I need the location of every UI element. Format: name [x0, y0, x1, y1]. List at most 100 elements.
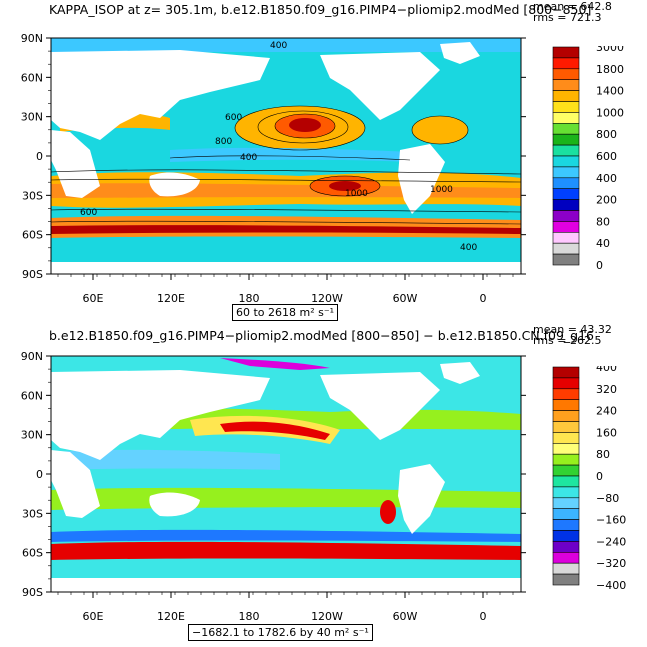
land-greenland	[440, 42, 480, 64]
colorbar-label: −240	[596, 535, 626, 548]
land-south-america	[398, 144, 445, 214]
circumpolar-core	[51, 225, 521, 234]
colorbar-label: 0	[596, 259, 603, 270]
lat-label: 60N	[21, 389, 43, 402]
lon-label: 120E	[157, 292, 185, 305]
colorbar-label: 200	[596, 194, 617, 207]
lon-label: 120E	[157, 610, 185, 620]
panel-2-axes: 90N 60N 30N 0 30S 60S 90S 60E 120E 180 120W 60W 0	[21, 350, 526, 620]
lon-label: 60E	[83, 292, 104, 305]
equatorial-low	[170, 147, 410, 162]
colorbar-swatch	[552, 377, 580, 390]
contour-label-group: 400 600 800 400 1000 1000 600 400	[80, 41, 477, 253]
contour-lines	[51, 105, 521, 225]
colorbar-label: 400	[596, 366, 617, 374]
lon-label: 120W	[311, 292, 343, 305]
contour-label: 600	[80, 208, 97, 218]
lon-label: 60W	[393, 292, 418, 305]
colorbar-swatch	[552, 199, 580, 211]
panel-2-title: b.e12.B1850.f09_g16.PIMP4−pliomip2.modMe…	[49, 328, 595, 343]
lon-label: 180	[239, 292, 260, 305]
north-pacific-max	[289, 118, 321, 132]
colorbar-swatch	[552, 155, 580, 168]
colorbar-swatch	[552, 541, 580, 553]
arctic-anomaly	[220, 358, 330, 370]
colorbar-swatch	[552, 432, 580, 444]
lat-label: 90S	[22, 586, 43, 599]
colorbar-swatch	[552, 410, 580, 422]
colorbar-swatch	[552, 464, 580, 477]
panel-2-colorbar: 400 320 240 160 80 0 −80 −160 −240 −320 −400	[552, 366, 626, 590]
colorbar-swatch	[552, 221, 580, 233]
lat-label: 0	[36, 468, 43, 481]
colorbar-swatch	[552, 210, 580, 222]
colorbar-swatch	[552, 388, 580, 400]
colorbar-swatch	[552, 68, 580, 80]
colorbar-swatch	[552, 573, 580, 586]
colorbar-label: −320	[596, 557, 626, 570]
contour-label: 400	[240, 153, 257, 163]
lat-label: 60N	[21, 71, 43, 84]
colorbar-swatch	[552, 443, 580, 455]
colorbar-label: 600	[596, 150, 617, 163]
lat-label: 90N	[21, 350, 43, 363]
colorbar-swatch	[552, 133, 580, 146]
lat-label: 90N	[21, 32, 43, 45]
lat-label: 30S	[22, 189, 43, 202]
lat-label: 60S	[22, 229, 43, 242]
colorbar-swatch	[552, 101, 580, 113]
contour-label: 400	[270, 41, 287, 51]
panel-1-rms: rms = 721.3	[533, 11, 602, 24]
land-north-america	[320, 52, 440, 120]
colorbar-swatch	[552, 177, 580, 190]
colorbar-swatch	[552, 421, 580, 433]
equatorial-band	[51, 449, 280, 470]
colorbar-swatch	[552, 46, 580, 59]
circumpolar-positive	[51, 541, 521, 560]
colorbar-swatch	[552, 453, 580, 466]
colorbar-label: 1000	[596, 106, 624, 119]
colorbar-swatch	[552, 90, 580, 102]
panel-1-axes: 90N 60N 30N 0 30S 60S 90S 60E 120E 180 120W 60W 0	[21, 32, 526, 305]
colorbar-swatch	[552, 519, 580, 531]
panel-1-mean: mean = 642.8	[533, 0, 612, 13]
north-pacific-max	[220, 421, 330, 440]
panel-2-mean: mean = 43.32	[533, 323, 612, 336]
lat-label: 30S	[22, 507, 43, 520]
land-australia	[149, 172, 200, 197]
colorbar-swatch	[552, 144, 580, 157]
colorbar-swatch	[552, 530, 580, 542]
colorbar-swatch	[552, 242, 580, 255]
lon-label: 120W	[311, 610, 343, 620]
colorbar-swatch	[552, 552, 580, 564]
land-north-america	[320, 372, 440, 440]
colorbar-label: 240	[596, 405, 617, 418]
panel-1-range: 60 to 2618 m² s⁻¹	[232, 304, 339, 321]
colorbar-label: 1800	[596, 63, 624, 76]
lon-label: 60E	[83, 610, 104, 620]
lon-label: 180	[239, 610, 260, 620]
arctic-region	[51, 38, 521, 52]
colorbar-label: 3000	[596, 46, 624, 54]
north-atlantic-gyre	[412, 116, 468, 144]
colorbar-swatch	[552, 486, 580, 499]
lat-label: 60S	[22, 547, 43, 560]
contour-label: 600	[225, 113, 242, 123]
contour-label: 400	[460, 243, 477, 253]
colorbar-label: 800	[596, 128, 617, 141]
colorbar-swatch	[552, 366, 580, 379]
south-band	[51, 487, 521, 510]
colorbar-swatch	[552, 497, 580, 510]
panel-1-title: KAPPA_ISOP at z= 305.1m, b.e12.B1850.f09…	[49, 2, 592, 17]
colorbar-swatch	[552, 123, 580, 135]
colorbar-label: 160	[596, 426, 617, 439]
panel-1-map: 400 600 800 400 1000 1000 600 400 90N 60N…	[21, 32, 526, 305]
land-eurasia	[51, 370, 270, 460]
lat-label: 30N	[21, 111, 43, 124]
land-south-america	[398, 464, 445, 534]
south-pacific-max	[329, 181, 361, 191]
land-antarctica	[51, 262, 521, 274]
colorbar-label: −400	[596, 579, 626, 590]
colorbar-swatch	[552, 57, 580, 70]
